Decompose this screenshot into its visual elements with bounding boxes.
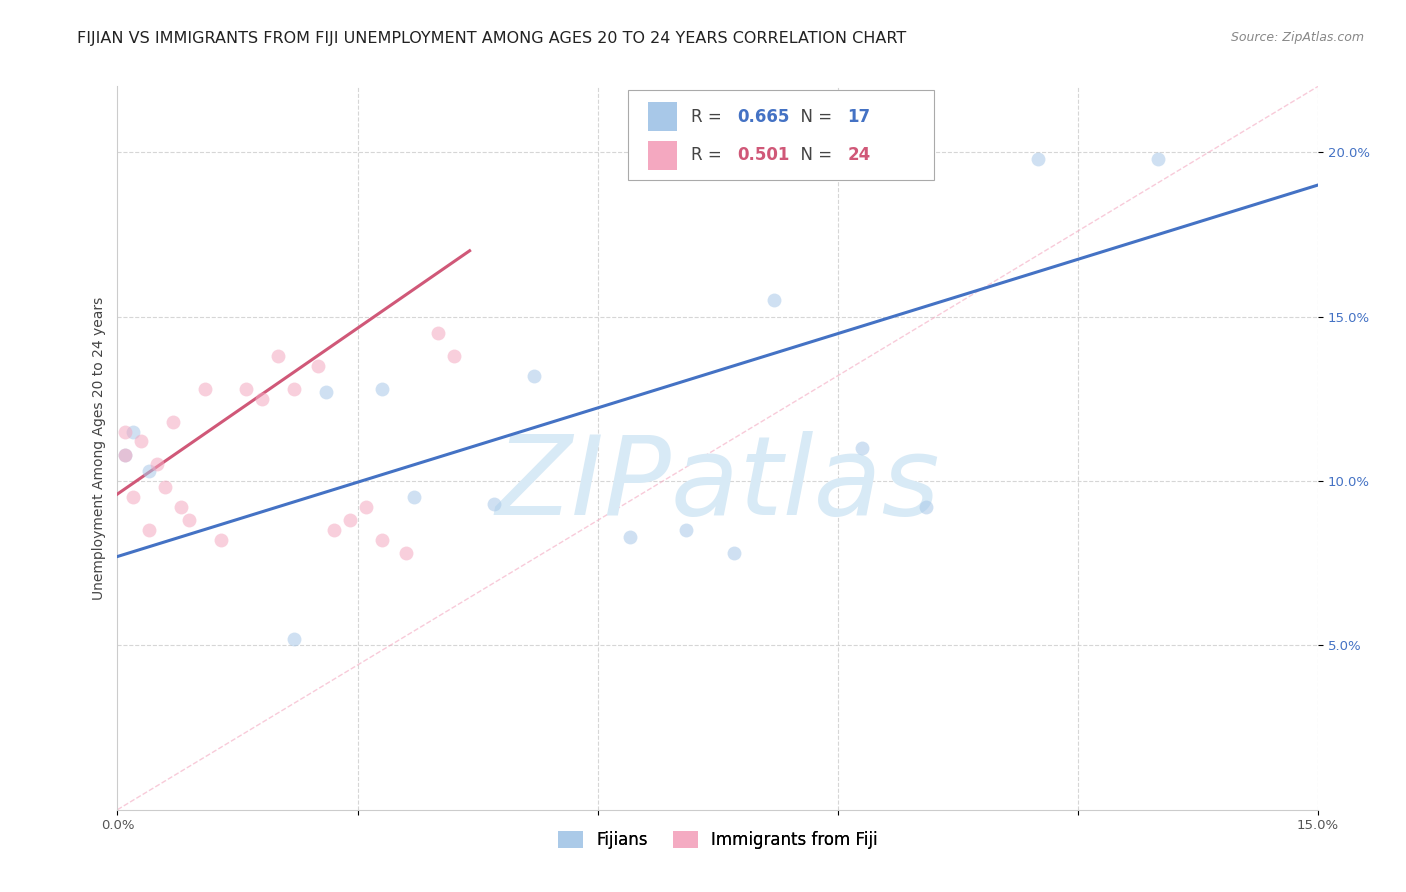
Point [915,500,938,515]
FancyBboxPatch shape [648,141,676,169]
Point [482,497,505,511]
Point [146,458,169,472]
Point [675,523,697,537]
Point [162,415,184,429]
Point [370,382,392,396]
Point [138,464,160,478]
Point [122,491,145,505]
Point [1147,152,1170,166]
Text: Source: ZipAtlas.com: Source: ZipAtlas.com [1230,31,1364,45]
Point [339,513,361,527]
Point [266,349,288,363]
Text: FIJIAN VS IMMIGRANTS FROM FIJI UNEMPLOYMENT AMONG AGES 20 TO 24 YEARS CORRELATIO: FIJIAN VS IMMIGRANTS FROM FIJI UNEMPLOYM… [77,31,907,46]
Point [354,500,377,515]
Point [370,533,392,547]
Point [443,349,465,363]
Point [155,480,177,494]
Y-axis label: Unemployment Among Ages 20 to 24 years: Unemployment Among Ages 20 to 24 years [93,296,107,599]
Point [170,500,193,515]
Point [307,359,329,373]
FancyBboxPatch shape [648,103,676,131]
Text: R =: R = [692,146,727,164]
Point [179,513,201,527]
Point [322,523,344,537]
Point [250,392,273,406]
Point [211,533,233,547]
Point [114,425,136,439]
Point [283,632,305,646]
Point [114,448,136,462]
Point [194,382,217,396]
Point [283,382,305,396]
Point [235,382,257,396]
Point [138,523,160,537]
Point [315,385,337,400]
Point [402,491,425,505]
Point [394,546,416,560]
Text: ZIPatlas: ZIPatlas [495,431,941,538]
Text: 0.501: 0.501 [737,146,789,164]
Text: R =: R = [692,108,727,126]
Text: 24: 24 [848,146,870,164]
Point [131,434,153,449]
Point [523,368,546,383]
Text: N =: N = [790,146,837,164]
Point [122,425,145,439]
Point [426,326,449,340]
Point [619,530,641,544]
Text: 0.665: 0.665 [737,108,789,126]
Text: 17: 17 [848,108,870,126]
Point [851,441,873,455]
Text: N =: N = [790,108,837,126]
Legend: Fijians, Immigrants from Fiji: Fijians, Immigrants from Fiji [551,824,884,855]
Point [114,448,136,462]
FancyBboxPatch shape [627,90,934,180]
Point [1026,152,1049,166]
Point [762,293,785,307]
Point [723,546,745,560]
